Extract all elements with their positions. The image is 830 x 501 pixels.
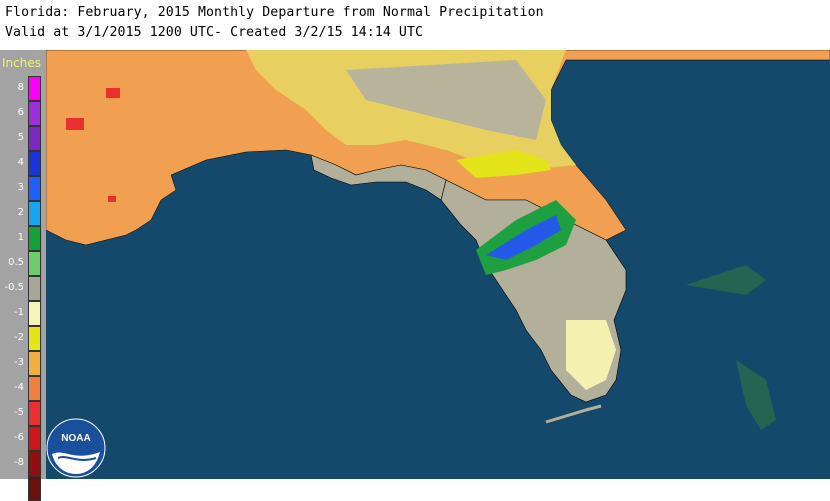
title-bar: Florida: February, 2015 Monthly Departur…	[0, 0, 830, 50]
land-ga-gray	[346, 60, 546, 140]
legend-swatch	[28, 176, 41, 201]
legend-swatch	[28, 426, 41, 451]
bahamas-north	[686, 265, 766, 295]
hotspot-2	[66, 118, 84, 130]
hotspot-1	[106, 88, 120, 98]
legend-label: 6	[17, 107, 24, 118]
legend-swatch	[28, 226, 41, 251]
bahamas-south	[736, 360, 776, 430]
legend-swatch	[28, 376, 41, 401]
legend-swatch	[28, 401, 41, 426]
legend-swatch	[28, 76, 41, 101]
wet-band-blue	[486, 215, 561, 260]
land-florida-panhandle	[310, 154, 447, 201]
legend-label: -3	[14, 357, 24, 368]
legend-swatch	[28, 301, 41, 326]
legend-swatch	[28, 151, 41, 176]
legend-panel: Inches 8 6 5 4 3 2 1 0.5 -0.5 -1 -2 -3 -4 -5 -6 -8	[0, 50, 46, 501]
legend-label: -8	[14, 457, 24, 468]
map-subtitle: Valid at 3/1/2015 1200 UTC- Created 3/2/…	[5, 25, 424, 40]
legend-label: 2	[17, 207, 24, 218]
legend-label: -1	[14, 307, 24, 318]
legend-label: -6	[14, 432, 24, 443]
legend-title: Inches	[2, 56, 41, 70]
legend-swatch	[28, 326, 41, 351]
legend-swatch	[28, 101, 41, 126]
precipitation-map	[46, 50, 830, 430]
legend-swatch	[28, 276, 41, 301]
legend-label: 8	[17, 82, 24, 93]
legend-label: -2	[14, 332, 24, 343]
legend-swatch	[28, 251, 41, 276]
legend-label: -0.5	[4, 282, 24, 293]
legend-swatch	[28, 476, 41, 501]
dry-area-south-fl	[566, 320, 616, 390]
legend-label: 4	[17, 157, 24, 168]
map-title: Florida: February, 2015 Monthly Departur…	[5, 5, 544, 20]
legend-swatch	[28, 126, 41, 151]
noaa-logo: NOAA	[46, 418, 106, 478]
dry-area-north-fl	[456, 150, 551, 178]
legend-label: -4	[14, 382, 24, 393]
legend-label: 5	[17, 132, 24, 143]
legend-swatch	[28, 201, 41, 226]
legend-label: 0.5	[8, 257, 24, 268]
legend-label: -5	[14, 407, 24, 418]
hotspot-3	[108, 196, 116, 202]
legend-label: 3	[17, 182, 24, 193]
noaa-logo-text: NOAA	[61, 433, 90, 444]
legend-label: 1	[17, 232, 24, 243]
florida-keys	[545, 404, 602, 424]
legend-swatch	[28, 351, 41, 376]
legend-swatch	[28, 451, 41, 476]
